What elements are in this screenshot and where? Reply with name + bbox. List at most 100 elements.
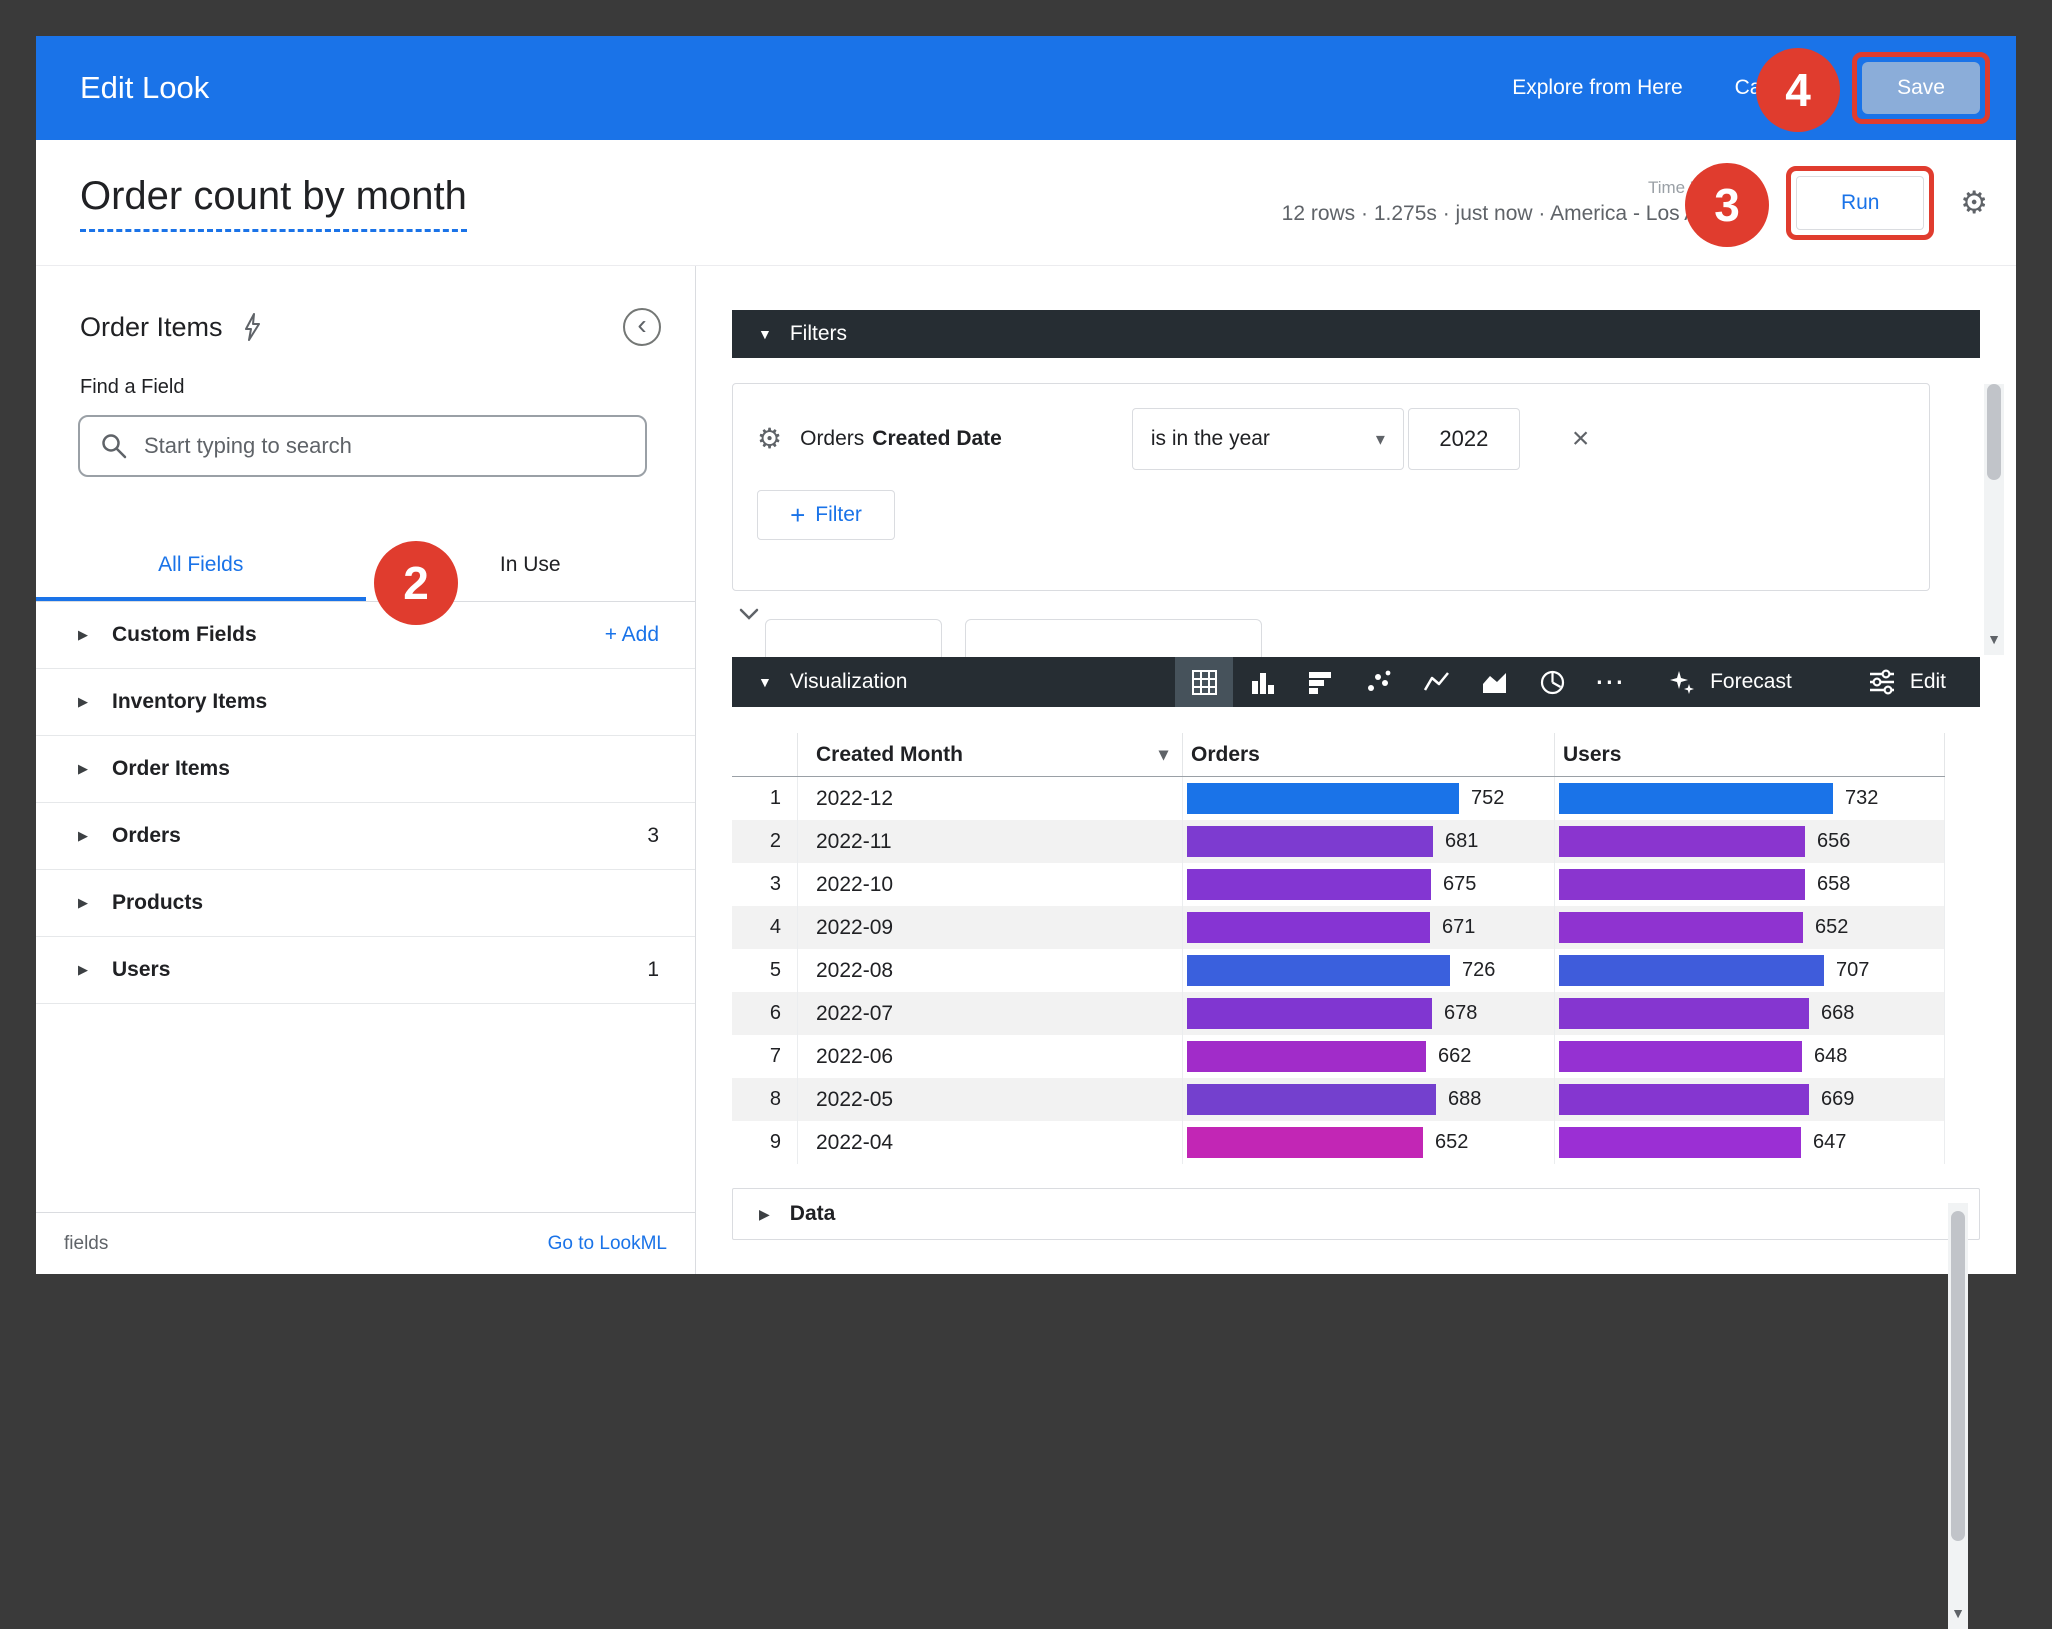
orders-value: 652 bbox=[1435, 1131, 1469, 1153]
table-row[interactable]: 6 2022-07 678 668 bbox=[732, 992, 1945, 1035]
clipped-button-2[interactable] bbox=[965, 619, 1262, 657]
window-title: Edit Look bbox=[80, 70, 210, 105]
save-button[interactable]: Save bbox=[1862, 62, 1980, 114]
sidebar-field-category[interactable]: ▶ Products bbox=[36, 870, 695, 937]
row-number-header bbox=[732, 733, 798, 776]
viz-pie-chart-icon[interactable] bbox=[1523, 657, 1581, 707]
table-row[interactable]: 1 2022-12 752 732 bbox=[732, 777, 1945, 820]
go-to-lookml-link[interactable]: Go to LookML bbox=[547, 1232, 667, 1254]
add-custom-field-button[interactable]: + Add bbox=[604, 623, 659, 646]
table-row[interactable]: 9 2022-04 652 647 bbox=[732, 1121, 1945, 1164]
orders-cell: 681 bbox=[1183, 820, 1555, 863]
look-title-editable[interactable]: Order count by month bbox=[80, 174, 467, 232]
orders-bar bbox=[1187, 826, 1433, 857]
viz-bar-chart-icon[interactable] bbox=[1233, 657, 1291, 707]
column-header-users[interactable]: Users bbox=[1555, 733, 1945, 776]
collapse-filters-icon[interactable]: ▼ bbox=[758, 326, 772, 342]
settings-gear-icon[interactable]: ⚙ bbox=[1960, 185, 1988, 220]
created-month-cell: 2022-08 bbox=[798, 949, 1183, 992]
sidebar-field-category[interactable]: ▶ Inventory Items bbox=[36, 669, 695, 736]
tab-in-use[interactable]: In Use bbox=[499, 553, 561, 576]
users-bar bbox=[1559, 783, 1833, 814]
table-row[interactable]: 7 2022-06 662 648 bbox=[732, 1035, 1945, 1078]
tab-all-fields[interactable]: All Fields bbox=[36, 529, 366, 601]
scroll-more-chevron-icon[interactable] bbox=[738, 607, 760, 621]
clipped-button-1[interactable] bbox=[765, 619, 942, 657]
table-row[interactable]: 3 2022-10 675 658 bbox=[732, 863, 1945, 906]
expand-arrow-icon[interactable]: ▶ bbox=[78, 828, 88, 843]
orders-value: 752 bbox=[1471, 787, 1505, 809]
users-cell: 658 bbox=[1555, 863, 1945, 906]
edit-viz-button[interactable]: Edit bbox=[1868, 668, 1946, 696]
field-search-input[interactable] bbox=[144, 433, 625, 459]
viz-line-chart-icon[interactable] bbox=[1407, 657, 1465, 707]
table-scrollbar[interactable]: ▼ bbox=[1948, 1203, 1968, 1629]
collapse-panel-icon[interactable]: ‹ bbox=[623, 308, 661, 346]
orders-bar bbox=[1187, 912, 1430, 943]
table-row[interactable]: 4 2022-09 671 652 bbox=[732, 906, 1945, 949]
column-menu-chevron-icon[interactable]: ▾ bbox=[1158, 744, 1168, 764]
viz-type-toolbar: ⋯ bbox=[1175, 657, 1639, 707]
filter-condition-dropdown[interactable]: is in the year ▾ bbox=[1131, 408, 1404, 470]
viz-area-chart-icon[interactable] bbox=[1465, 657, 1523, 707]
created-month-cell: 2022-11 bbox=[798, 820, 1183, 863]
filters-section-header[interactable]: ▼ Filters bbox=[732, 310, 1980, 358]
sidebar-field-category[interactable]: ▶ Users 1 bbox=[36, 937, 695, 1004]
orders-bar bbox=[1187, 998, 1432, 1029]
explore-from-here-link[interactable]: Explore from Here bbox=[1512, 76, 1683, 99]
orders-value: 671 bbox=[1442, 916, 1476, 938]
table-header-row: Created Month ▾ Orders Users bbox=[732, 733, 1945, 777]
expand-arrow-icon[interactable]: ▶ bbox=[78, 895, 88, 910]
table-body: 1 2022-12 752 732 2 2022-11 681 656 3 2022-10 675 6… bbox=[732, 777, 1945, 1164]
table-row[interactable]: 2 2022-11 681 656 bbox=[732, 820, 1945, 863]
expand-arrow-icon[interactable]: ▶ bbox=[78, 962, 88, 977]
forecast-button[interactable]: Forecast bbox=[1668, 668, 1792, 696]
sparkle-icon bbox=[1668, 668, 1696, 696]
viz-horizontal-bar-chart-icon[interactable] bbox=[1291, 657, 1349, 707]
filters-scrollbar[interactable]: ▼ bbox=[1984, 384, 2004, 655]
expand-arrow-icon[interactable]: ▶ bbox=[78, 694, 88, 709]
field-category-label: Orders bbox=[112, 824, 181, 847]
scroll-down-arrow-icon[interactable]: ▼ bbox=[1987, 631, 2001, 647]
sidebar-field-category[interactable]: ▶ Order Items bbox=[36, 736, 695, 803]
remove-filter-icon[interactable]: × bbox=[1571, 422, 1590, 455]
run-button[interactable]: Run bbox=[1796, 175, 1925, 230]
orders-cell: 671 bbox=[1183, 906, 1555, 949]
created-month-cell: 2022-04 bbox=[798, 1121, 1183, 1164]
users-value: 658 bbox=[1817, 873, 1851, 895]
orders-cell: 726 bbox=[1183, 949, 1555, 992]
data-section-header[interactable]: ▶ Data bbox=[732, 1188, 1980, 1240]
orders-cell: 752 bbox=[1183, 777, 1555, 820]
field-search-box[interactable] bbox=[78, 415, 647, 477]
table-scroll-down-arrow-icon[interactable]: ▼ bbox=[1951, 1605, 1965, 1621]
annotation-badge-4: 4 bbox=[1756, 48, 1840, 132]
column-header-orders[interactable]: Orders bbox=[1183, 733, 1555, 776]
sidebar-field-category[interactable]: ▶ Custom Fields + Add bbox=[36, 602, 695, 669]
viz-scatter-icon[interactable] bbox=[1349, 657, 1407, 707]
expand-arrow-icon[interactable]: ▶ bbox=[78, 627, 88, 642]
column-header-created-month[interactable]: Created Month ▾ bbox=[798, 733, 1183, 776]
table-row[interactable]: 5 2022-08 726 707 bbox=[732, 949, 1945, 992]
sidebar-field-category[interactable]: ▶ Orders 3 bbox=[36, 803, 695, 870]
collapse-visualization-icon[interactable]: ▼ bbox=[758, 674, 772, 690]
bolt-icon bbox=[241, 312, 263, 342]
edit-viz-label: Edit bbox=[1909, 670, 1946, 693]
visualization-section-header[interactable]: ▼ Visualization bbox=[732, 657, 1980, 707]
expand-data-icon[interactable]: ▶ bbox=[759, 1205, 770, 1222]
filters-scrollbar-thumb[interactable] bbox=[1987, 384, 2001, 480]
orders-bar bbox=[1187, 1127, 1423, 1158]
filter-value-input[interactable]: 2022 bbox=[1407, 408, 1520, 470]
in-use-count-badge: 1 bbox=[647, 958, 659, 981]
add-filter-button[interactable]: + Filter bbox=[757, 490, 895, 540]
filter-gear-icon[interactable]: ⚙ bbox=[757, 423, 783, 454]
filter-field-label: Orders Created Date bbox=[800, 427, 1002, 451]
table-row[interactable]: 8 2022-05 688 669 bbox=[732, 1078, 1945, 1121]
table-scrollbar-thumb[interactable] bbox=[1951, 1211, 1965, 1541]
row-number: 9 bbox=[732, 1121, 798, 1164]
viz-more-icon[interactable]: ⋯ bbox=[1581, 657, 1639, 707]
expand-arrow-icon[interactable]: ▶ bbox=[78, 761, 88, 776]
users-cell: 732 bbox=[1555, 777, 1945, 820]
top-app-bar: Edit Look Explore from Here Cancel Save bbox=[36, 36, 2016, 140]
field-category-label: Custom Fields bbox=[112, 623, 257, 646]
viz-table-icon[interactable] bbox=[1175, 657, 1234, 707]
